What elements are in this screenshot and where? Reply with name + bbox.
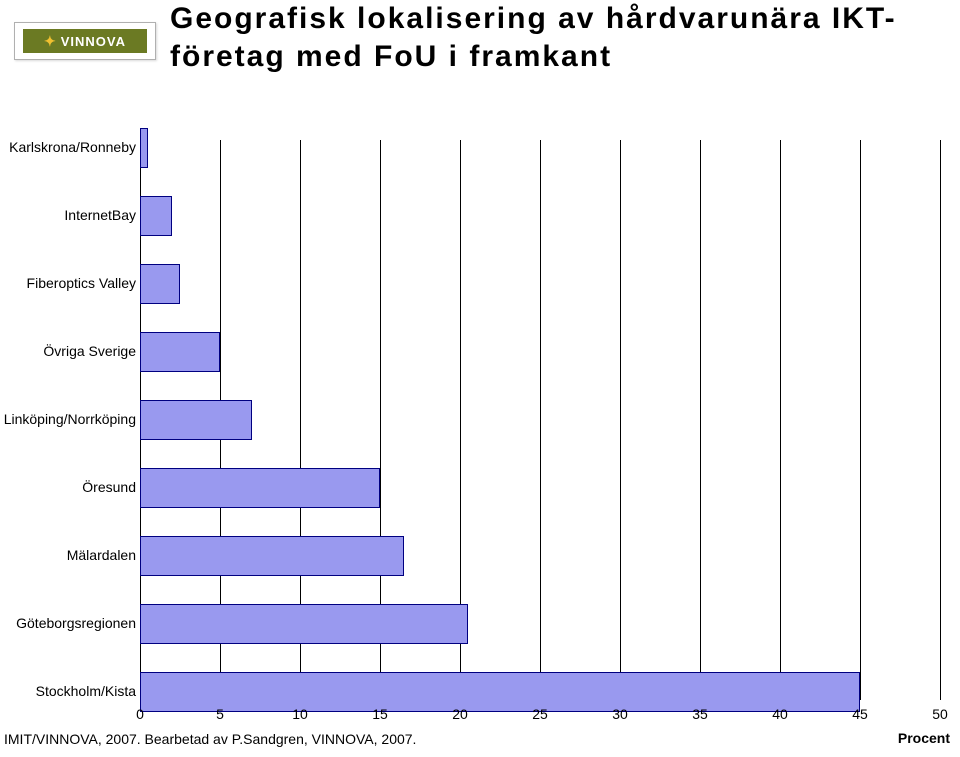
category-label: Stockholm/Kista — [0, 683, 136, 699]
category-label: Mälardalen — [0, 547, 136, 563]
category-label: Övriga Sverige — [0, 343, 136, 359]
x-tick: 15 — [360, 706, 400, 722]
x-tick: 0 — [120, 706, 160, 722]
category-label: Karlskrona/Ronneby — [0, 139, 136, 155]
gridline — [780, 140, 781, 700]
logo-inner: ✦ VINNOVA — [23, 29, 147, 53]
x-axis-label: Procent — [898, 730, 950, 746]
x-tick: 30 — [600, 706, 640, 722]
star-icon: ✦ — [44, 33, 57, 50]
category-label: Linköping/Norrköping — [0, 411, 136, 427]
chart: Karlskrona/Ronneby InternetBay Fiberoptics… — [0, 140, 960, 700]
bar — [140, 264, 180, 304]
x-tick: 10 — [280, 706, 320, 722]
page: ✦ VINNOVA Geografisk lokalisering av hår… — [0, 0, 960, 757]
x-tick: 25 — [520, 706, 560, 722]
bar — [140, 332, 220, 372]
bar — [140, 604, 468, 644]
x-tick: 45 — [840, 706, 880, 722]
x-tick: 50 — [920, 706, 960, 722]
bar — [140, 128, 148, 168]
gridline — [860, 140, 861, 700]
bar — [140, 400, 252, 440]
logo-text: VINNOVA — [61, 34, 126, 49]
gridline — [940, 140, 941, 700]
category-label: Öresund — [0, 479, 136, 495]
page-title: Geografisk lokalisering av hårdvarunära … — [170, 0, 930, 75]
bar — [140, 468, 380, 508]
x-tick: 35 — [680, 706, 720, 722]
bar — [140, 536, 404, 576]
x-tick: 20 — [440, 706, 480, 722]
category-label: InternetBay — [0, 207, 136, 223]
x-tick: 40 — [760, 706, 800, 722]
source-text: IMIT/VINNOVA, 2007. Bearbetad av P.Sandg… — [4, 731, 416, 747]
logo: ✦ VINNOVA — [14, 22, 156, 60]
gridline — [700, 140, 701, 700]
bar — [140, 672, 860, 712]
gridline — [540, 140, 541, 700]
bar — [140, 196, 172, 236]
x-tick: 5 — [200, 706, 240, 722]
gridline — [620, 140, 621, 700]
category-label: Göteborgsregionen — [0, 615, 136, 631]
category-label: Fiberoptics Valley — [0, 275, 136, 291]
